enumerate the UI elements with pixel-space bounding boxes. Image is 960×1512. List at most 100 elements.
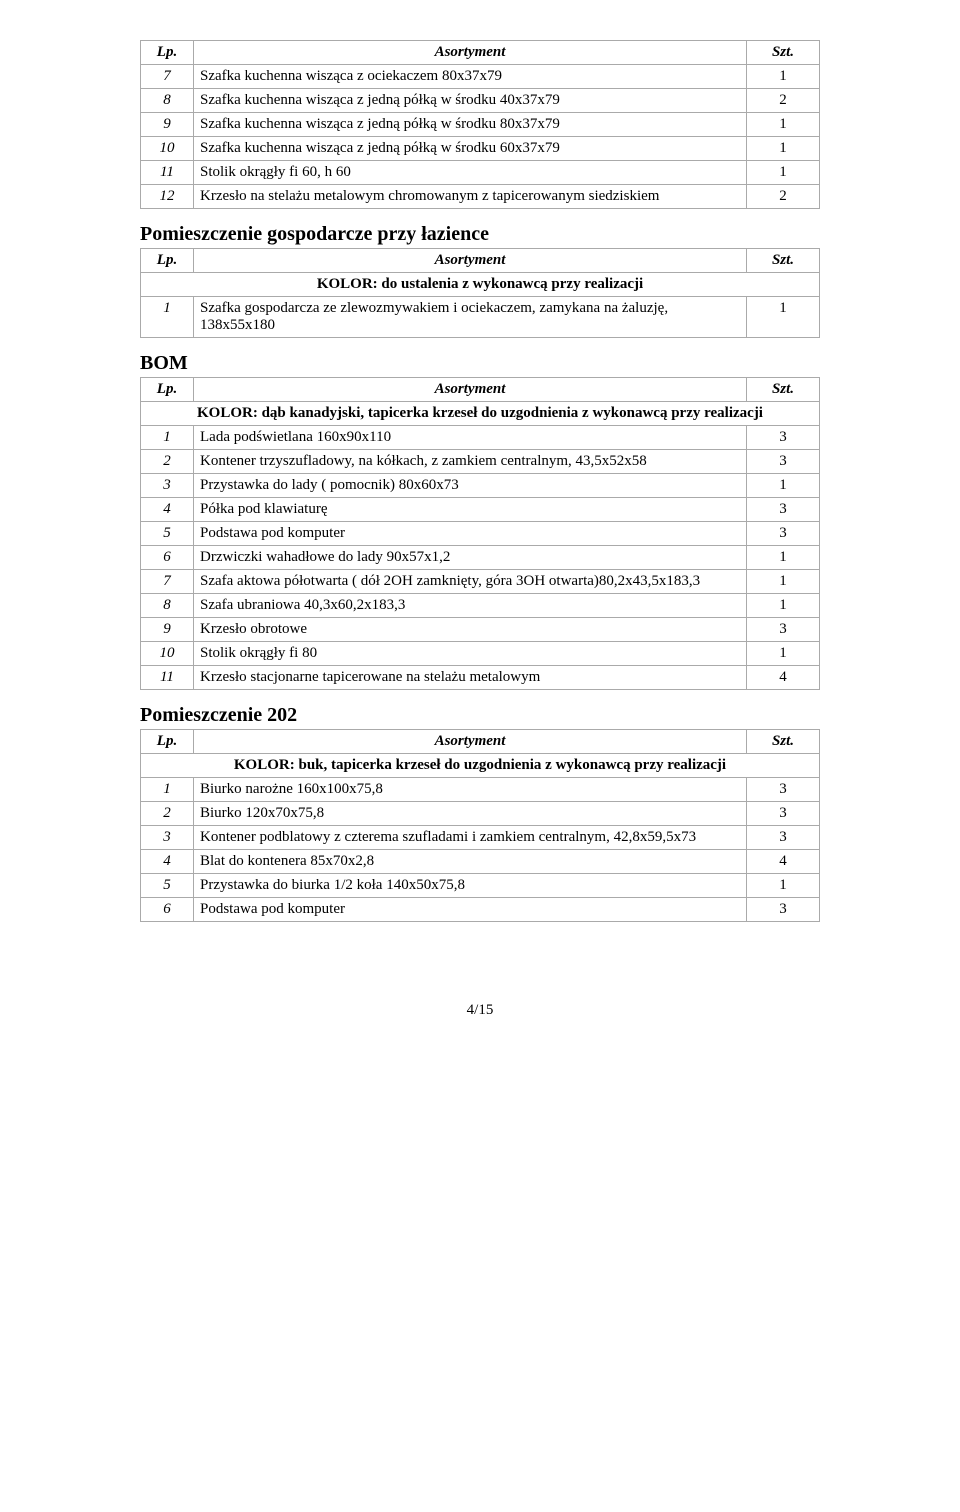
cell-desc: Szafa aktowa półotwarta ( dół 2OH zamkni… — [194, 570, 747, 594]
col-lp: Lp. — [141, 41, 194, 65]
cell-qty: 1 — [747, 874, 820, 898]
cell-lp: 3 — [141, 474, 194, 498]
table-header-row: Lp. Asortyment Szt. — [141, 249, 820, 273]
cell-lp: 6 — [141, 898, 194, 922]
cell-qty: 3 — [747, 498, 820, 522]
cell-qty: 3 — [747, 426, 820, 450]
table-row: 10Szafka kuchenna wisząca z jedną półką … — [141, 137, 820, 161]
table-row: 5Podstawa pod komputer3 — [141, 522, 820, 546]
cell-lp: 1 — [141, 426, 194, 450]
cell-qty: 1 — [747, 297, 820, 338]
kolor-row: KOLOR: do ustalenia z wykonawcą przy rea… — [141, 273, 820, 297]
cell-desc: Szafka kuchenna wisząca z ociekaczem 80x… — [194, 65, 747, 89]
cell-lp: 5 — [141, 522, 194, 546]
cell-qty: 3 — [747, 450, 820, 474]
col-lp: Lp. — [141, 249, 194, 273]
cell-qty: 3 — [747, 802, 820, 826]
cell-lp: 7 — [141, 65, 194, 89]
col-lp: Lp. — [141, 378, 194, 402]
cell-desc: Szafka kuchenna wisząca z jedną półką w … — [194, 89, 747, 113]
cell-qty: 2 — [747, 185, 820, 209]
cell-lp: 4 — [141, 498, 194, 522]
cell-desc: Półka pod klawiaturę — [194, 498, 747, 522]
cell-lp: 1 — [141, 297, 194, 338]
table-header-row: Lp. Asortyment Szt. — [141, 41, 820, 65]
cell-desc: Szafka kuchenna wisząca z jedną półką w … — [194, 137, 747, 161]
cell-lp: 11 — [141, 666, 194, 690]
cell-desc: Biurko narożne 160x100x75,8 — [194, 778, 747, 802]
cell-desc: Lada podświetlana 160x90x110 — [194, 426, 747, 450]
table-row: 12Krzesło na stelażu metalowym chromowan… — [141, 185, 820, 209]
table-row: 8Szafka kuchenna wisząca z jedną półką w… — [141, 89, 820, 113]
cell-lp: 10 — [141, 642, 194, 666]
cell-desc: Krzesło obrotowe — [194, 618, 747, 642]
cell-lp: 1 — [141, 778, 194, 802]
table-header-row: Lp. Asortyment Szt. — [141, 730, 820, 754]
table-row: 2Kontener trzyszufladowy, na kółkach, z … — [141, 450, 820, 474]
cell-qty: 3 — [747, 898, 820, 922]
table-row: 11Stolik okrągły fi 60, h 601 — [141, 161, 820, 185]
table-row: 10Stolik okrągły fi 801 — [141, 642, 820, 666]
kolor-text: KOLOR: do ustalenia z wykonawcą przy rea… — [141, 273, 820, 297]
cell-lp: 8 — [141, 594, 194, 618]
cell-lp: 10 — [141, 137, 194, 161]
col-asort: Asortyment — [194, 378, 747, 402]
table-row: 4Półka pod klawiaturę3 — [141, 498, 820, 522]
cell-desc: Krzesło stacjonarne tapicerowane na stel… — [194, 666, 747, 690]
table-row: 8Szafa ubraniowa 40,3x60,2x183,31 — [141, 594, 820, 618]
table-header-row: Lp. Asortyment Szt. — [141, 378, 820, 402]
cell-qty: 4 — [747, 666, 820, 690]
cell-qty: 1 — [747, 137, 820, 161]
cell-desc: Przystawka do lady ( pomocnik) 80x60x73 — [194, 474, 747, 498]
cell-desc: Szafka kuchenna wisząca z jedną półką w … — [194, 113, 747, 137]
cell-desc: Szafa ubraniowa 40,3x60,2x183,3 — [194, 594, 747, 618]
cell-lp: 6 — [141, 546, 194, 570]
table-row: 4Blat do kontenera 85x70x2,84 — [141, 850, 820, 874]
cell-desc: Biurko 120x70x75,8 — [194, 802, 747, 826]
cell-desc: Stolik okrągły fi 80 — [194, 642, 747, 666]
table-row: 1Lada podświetlana 160x90x1103 — [141, 426, 820, 450]
table-section3: Lp. Asortyment Szt. KOLOR: dąb kanadyjsk… — [140, 377, 820, 690]
cell-qty: 3 — [747, 522, 820, 546]
page-footer: 4/15 — [140, 1002, 820, 1019]
col-szt: Szt. — [747, 41, 820, 65]
cell-desc: Kontener podblatowy z czterema szufladam… — [194, 826, 747, 850]
cell-desc: Podstawa pod komputer — [194, 522, 747, 546]
table-cont: Lp. Asortyment Szt. 7Szafka kuchenna wis… — [140, 40, 820, 209]
col-szt: Szt. — [747, 730, 820, 754]
cell-lp: 5 — [141, 874, 194, 898]
page: Lp. Asortyment Szt. 7Szafka kuchenna wis… — [70, 0, 890, 1049]
table-row: 11Krzesło stacjonarne tapicerowane na st… — [141, 666, 820, 690]
col-szt: Szt. — [747, 378, 820, 402]
cell-qty: 1 — [747, 65, 820, 89]
cell-desc: Kontener trzyszufladowy, na kółkach, z z… — [194, 450, 747, 474]
cell-desc: Podstawa pod komputer — [194, 898, 747, 922]
cell-qty: 1 — [747, 594, 820, 618]
table-row: 7Szafa aktowa półotwarta ( dół 2OH zamkn… — [141, 570, 820, 594]
col-lp: Lp. — [141, 730, 194, 754]
cell-qty: 2 — [747, 89, 820, 113]
cell-qty: 1 — [747, 161, 820, 185]
cell-qty: 3 — [747, 778, 820, 802]
cell-desc: Szafka gospodarcza ze zlewozmywakiem i o… — [194, 297, 747, 338]
table-row: 3Kontener podblatowy z czterema szuflada… — [141, 826, 820, 850]
table-row: 1Szafka gospodarcza ze zlewozmywakiem i … — [141, 297, 820, 338]
cell-qty: 4 — [747, 850, 820, 874]
kolor-row: KOLOR: buk, tapicerka krzeseł do uzgodni… — [141, 754, 820, 778]
table-row: 7Szafka kuchenna wisząca z ociekaczem 80… — [141, 65, 820, 89]
cell-qty: 1 — [747, 474, 820, 498]
table-row: 6Podstawa pod komputer3 — [141, 898, 820, 922]
cell-lp: 8 — [141, 89, 194, 113]
cell-desc: Drzwiczki wahadłowe do lady 90x57x1,2 — [194, 546, 747, 570]
col-asort: Asortyment — [194, 41, 747, 65]
table-row: 2Biurko 120x70x75,83 — [141, 802, 820, 826]
cell-desc: Przystawka do biurka 1/2 koła 140x50x75,… — [194, 874, 747, 898]
cell-lp: 9 — [141, 113, 194, 137]
cell-qty: 1 — [747, 546, 820, 570]
cell-lp: 2 — [141, 802, 194, 826]
table-section4: Lp. Asortyment Szt. KOLOR: buk, tapicerk… — [140, 729, 820, 922]
cell-lp: 9 — [141, 618, 194, 642]
cell-qty: 3 — [747, 618, 820, 642]
cell-qty: 1 — [747, 570, 820, 594]
cell-qty: 1 — [747, 113, 820, 137]
